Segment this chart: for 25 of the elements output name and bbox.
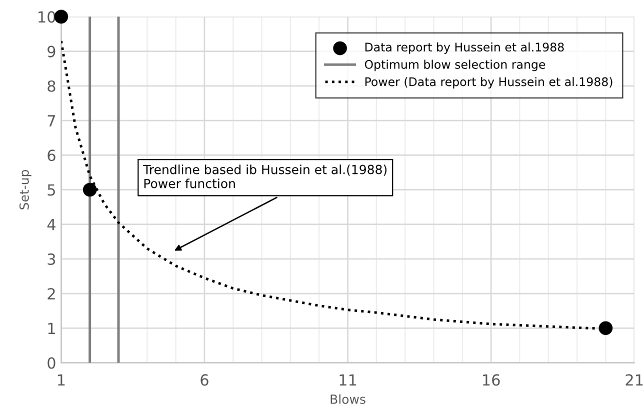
legend-label: Optimum blow selection range [364, 60, 546, 72]
x-tick-label: 16 [483, 374, 500, 386]
y-tick-label: 5 [48, 184, 55, 196]
y-axis-title: Set-up [19, 170, 32, 210]
y-tick-label: 10 [38, 11, 56, 23]
y-tick-label: 1 [48, 322, 55, 334]
y-tick-label: 9 [48, 46, 56, 58]
legend-label: Power (Data report by Hussein et al.1988) [365, 77, 612, 88]
y-tick-label: 8 [48, 80, 56, 92]
y-tick-label: 4 [47, 219, 56, 230]
point [598, 321, 613, 336]
annotation: Trendline based ib Hussein et al.(1988) Power function [143, 164, 387, 188]
x-tick-label: 11 [340, 374, 356, 386]
y-tick-label: 2 [48, 288, 55, 300]
y-tick-label: 3 [48, 253, 56, 265]
legend-label: Data report by Hussein et al.1988 [365, 42, 564, 54]
x-tick-label: 6 [200, 374, 208, 386]
x-tick-label: 1 [58, 374, 65, 386]
point [54, 10, 68, 24]
x-axis-title: Blows [330, 394, 366, 404]
y-tick-label: 6 [48, 150, 56, 162]
x-tick-label: 21 [626, 374, 643, 386]
y-tick-label: 0 [48, 357, 56, 369]
y-tick-label: 7 [48, 115, 56, 126]
point [82, 182, 97, 197]
